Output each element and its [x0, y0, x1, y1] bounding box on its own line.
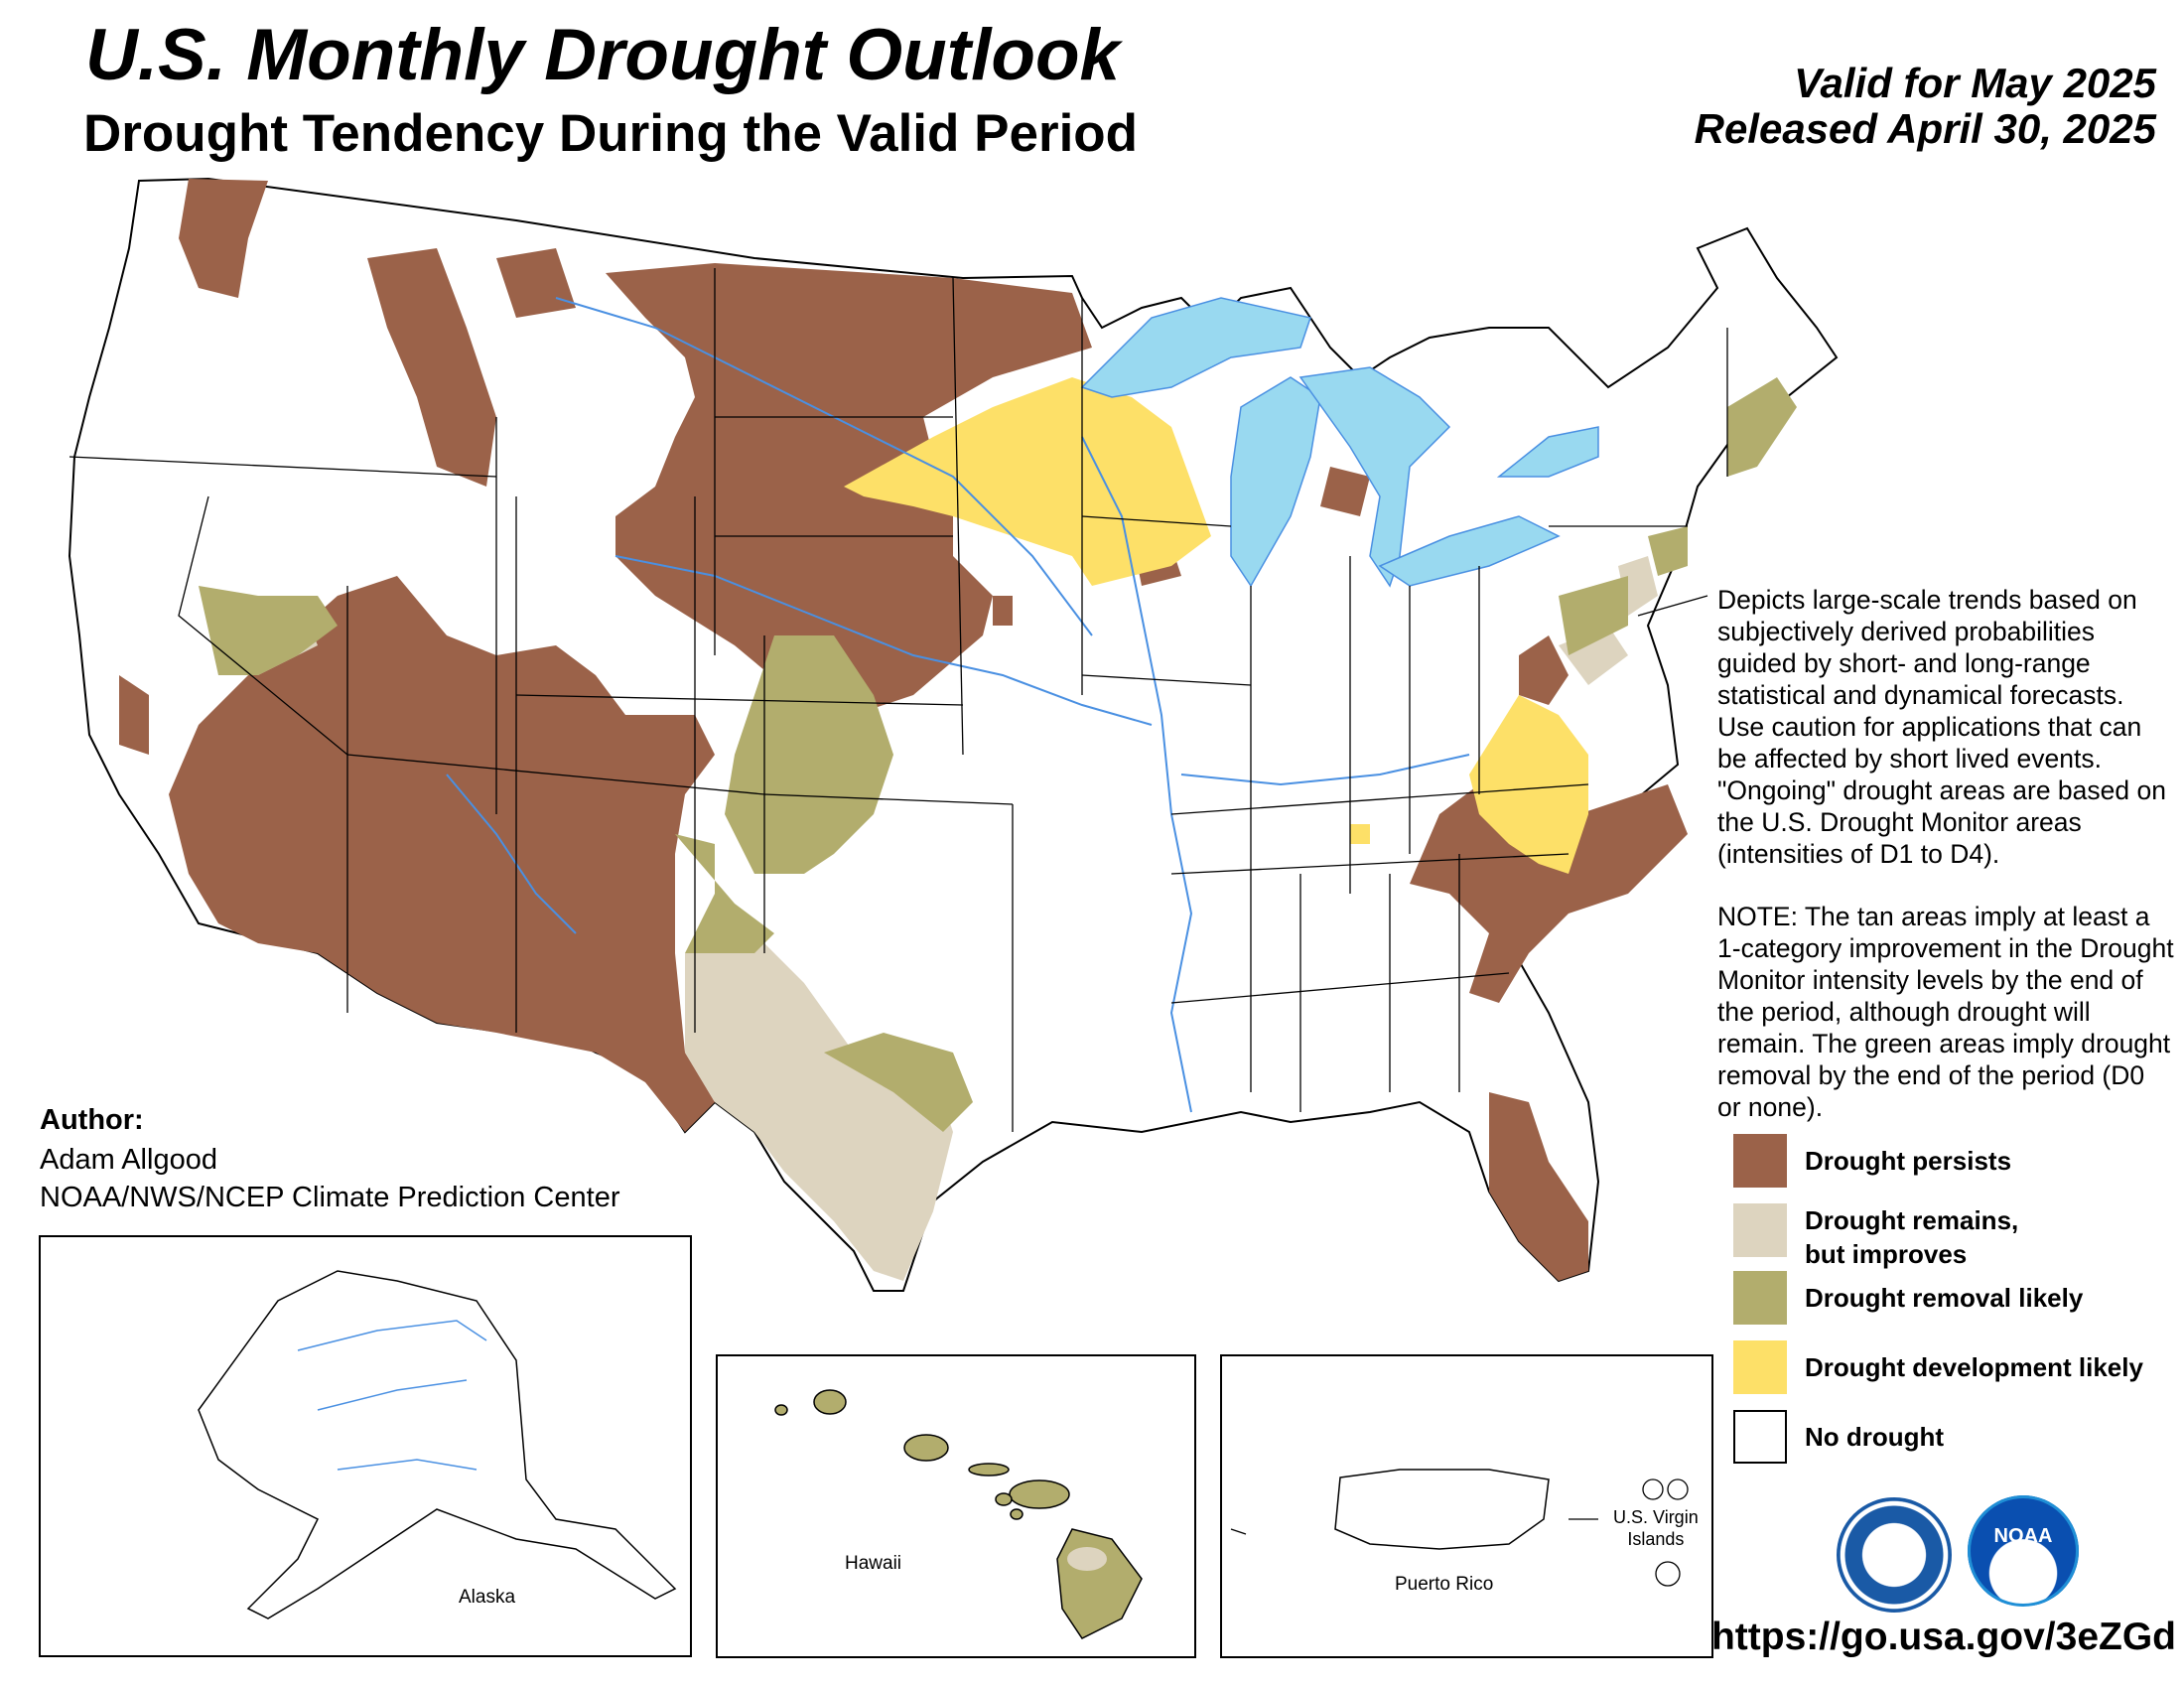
- legend-label: Drought removal likely: [1805, 1283, 2084, 1313]
- release-date: Released April 30, 2025: [1694, 105, 2156, 152]
- valid-period: Valid for May 2025: [1794, 60, 2156, 106]
- description-paragraph: Depicts large-scale trends based on subj…: [1717, 585, 2166, 869]
- author-heading: Author:: [40, 1104, 144, 1136]
- noaa-logo-text: NOAA: [1993, 1525, 2053, 1547]
- drought-development-areas: [844, 377, 1588, 874]
- legend-label: Drought persists: [1805, 1146, 2012, 1176]
- virgin-islands: [1230, 1478, 1689, 1587]
- drought-removal-areas: [199, 377, 1797, 1132]
- noaa-logo-icon: NOAA: [1968, 1495, 2079, 1607]
- page-subtitle: Drought Tendency During the Valid Period: [83, 104, 1139, 163]
- page-title: U.S. Monthly Drought Outlook: [85, 15, 1121, 95]
- legend-swatch-removal: [1733, 1271, 1787, 1325]
- legend-swatch-development: [1733, 1340, 1787, 1394]
- legend-label: Drought remains, but improves: [1805, 1205, 2019, 1269]
- state-borders: [68, 268, 1728, 1132]
- legend-label: Drought development likely: [1805, 1352, 2143, 1382]
- note-paragraph: NOTE: The tan areas imply at least a 1-c…: [1717, 902, 2174, 1122]
- puerto-rico-outline: [1334, 1469, 1550, 1550]
- hawaii-label: Hawaii: [845, 1553, 902, 1574]
- commerce-seal-icon: [1837, 1497, 1952, 1613]
- legend-swatch-improves: [1733, 1203, 1787, 1257]
- author-organization: NOAA/NWS/NCEP Climate Prediction Center: [40, 1182, 620, 1213]
- legend-label: No drought: [1805, 1422, 1945, 1452]
- hawaii-improves-area: [1067, 1547, 1107, 1571]
- author-name: Adam Allgood: [40, 1144, 217, 1176]
- alaska-label: Alaska: [459, 1587, 516, 1608]
- alaska-outline: [198, 1270, 677, 1619]
- great-lakes: [1080, 297, 1599, 588]
- legend-swatch-no-drought: [1733, 1410, 1787, 1464]
- legend-swatch-persists: [1733, 1134, 1787, 1188]
- info-link[interactable]: https://go.usa.gov/3eZGd: [1710, 1616, 2176, 1658]
- alaska-rivers: [297, 1320, 487, 1471]
- puerto-rico-label: Puerto Rico: [1395, 1574, 1494, 1595]
- virgin-islands-label: U.S. Virgin Islands: [1613, 1507, 1699, 1549]
